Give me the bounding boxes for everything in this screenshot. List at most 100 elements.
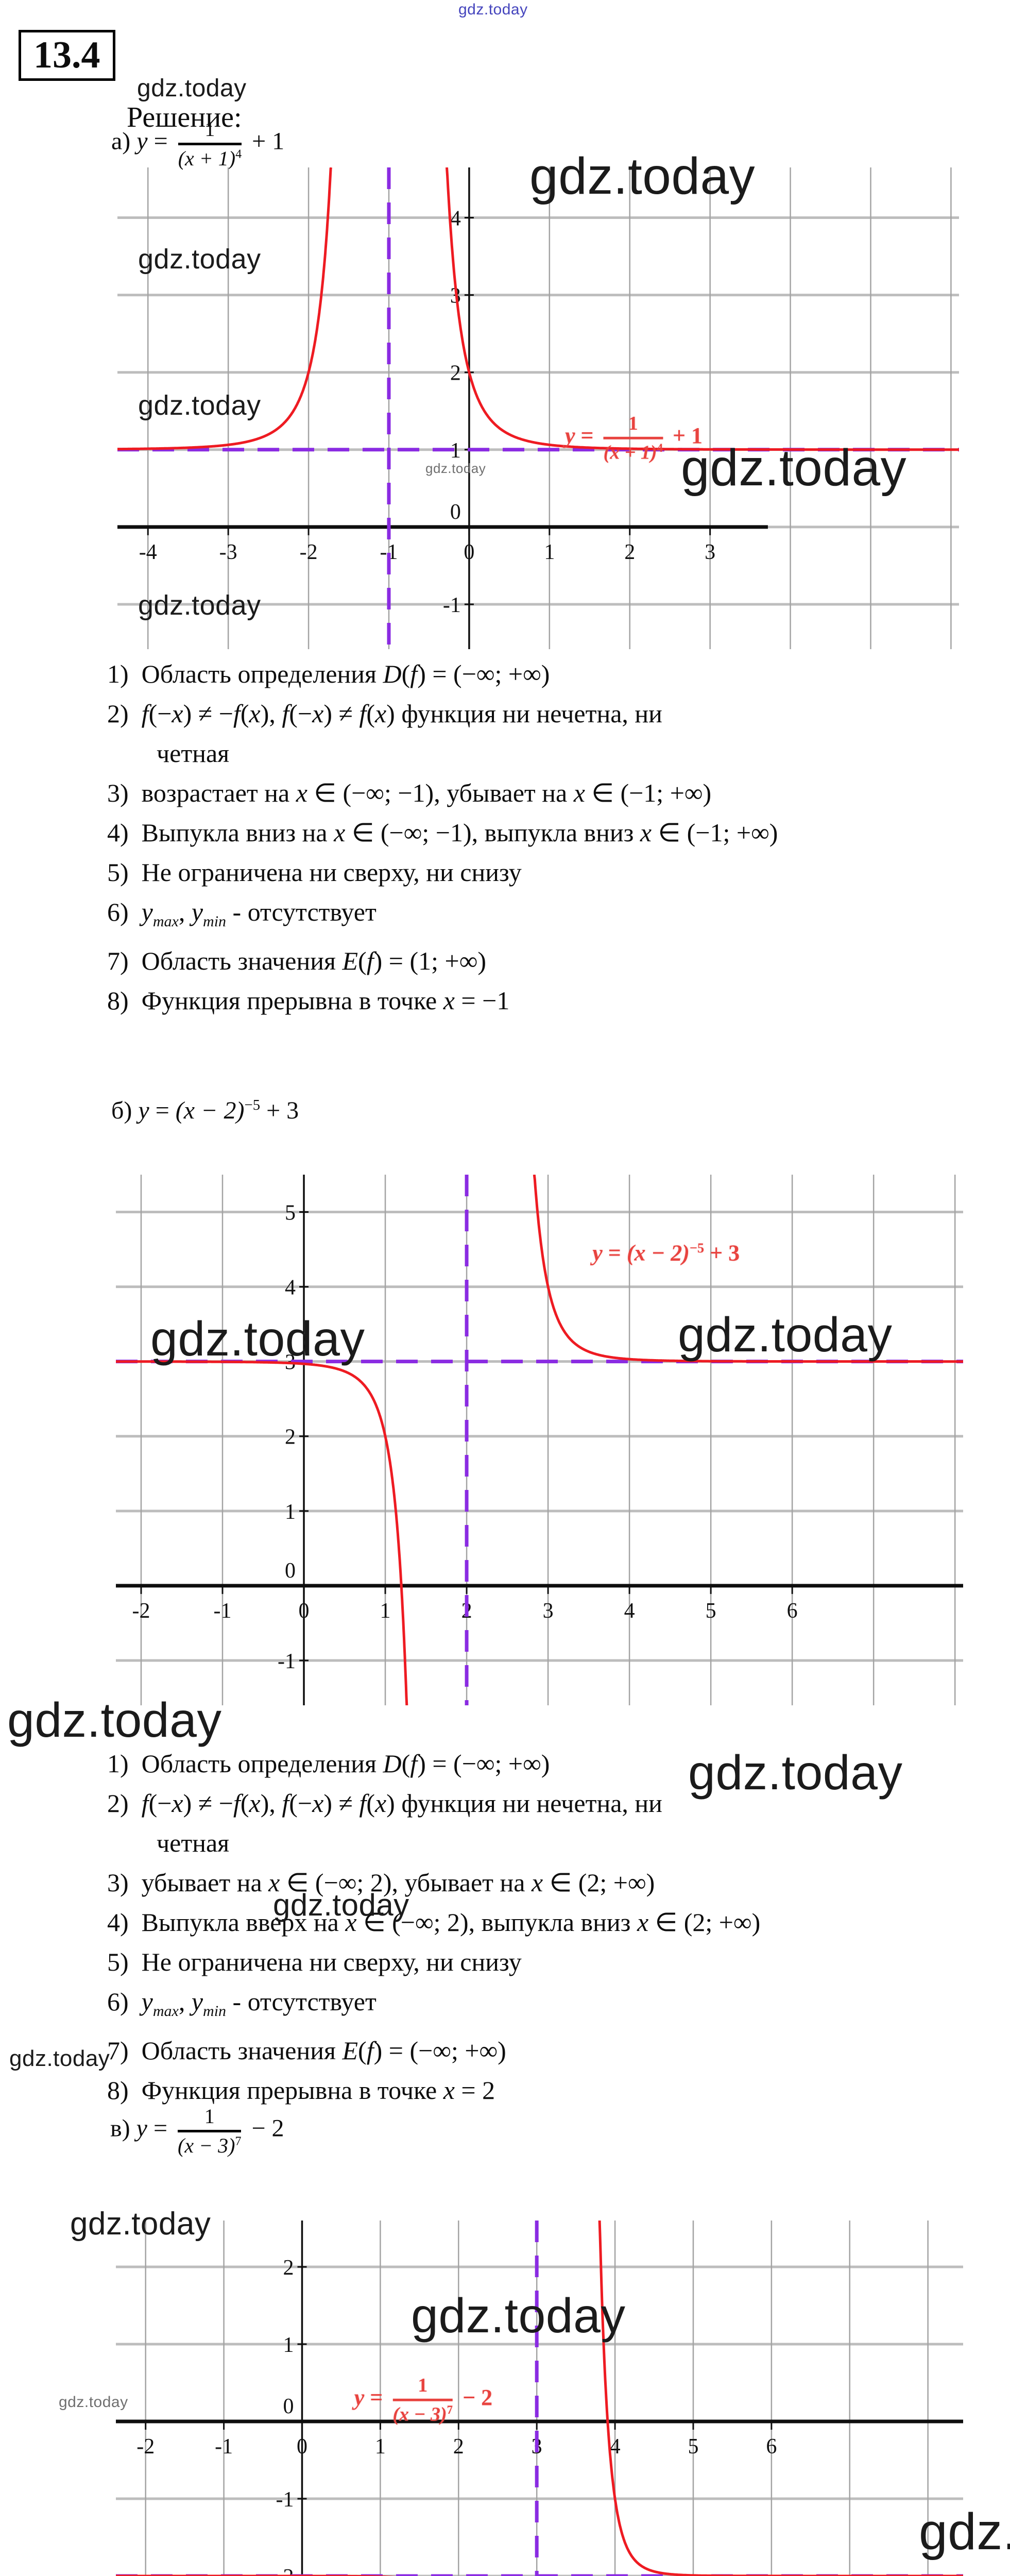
watermark: gdz.today <box>458 1 528 18</box>
fraction: 1 (x + 1)4 <box>603 413 663 464</box>
y-tick-label: 5 <box>285 1201 296 1225</box>
curve-equation-label: y = (x − 2)−5 + 3 <box>592 1240 740 1266</box>
solution-item: 6) ymax, ymin - отсутствует <box>107 1987 376 2020</box>
part-v-heading: в) y = 1 (x − 3)7 − 2 <box>110 2105 284 2157</box>
solution-item: 3) возрастает на x ∈ (−∞; −1), убывает н… <box>107 778 712 807</box>
x-tick-label: 4 <box>610 2435 621 2459</box>
x-tick-label: 6 <box>766 2435 777 2459</box>
watermark: gdz.today <box>138 390 261 421</box>
watermark: gdz.today <box>138 244 261 275</box>
x-tick-label: 4 <box>624 1599 635 1623</box>
x-tick-label: 6 <box>787 1599 798 1623</box>
y-tick-label: 2 <box>285 1426 296 1449</box>
fraction: 1 (x − 3)7 <box>178 2105 242 2157</box>
x-tick-label: -3 <box>219 540 237 564</box>
part-b-items: 1) Область определения D(f) = (−∞; +∞) 2)… <box>107 1744 998 2110</box>
y-tick-label: 4 <box>285 1276 296 1300</box>
x-tick-label: 0 <box>297 2435 307 2459</box>
solution-item: 1) Область определения D(f) = (−∞; +∞) <box>107 1749 550 1778</box>
watermark: gdz.today <box>681 439 907 497</box>
plot-canvas: -2-1012345654321-10 <box>116 1175 963 1705</box>
x-tick-label: 2 <box>453 2435 464 2459</box>
solution-item: 8) Функция прерывна в точке x = 2 <box>107 2076 495 2105</box>
watermark: gdz.today <box>273 1888 409 1922</box>
x-tick-label: -1 <box>215 2435 233 2459</box>
part-a-heading: а) y = 1 (x + 1)4 + 1 <box>111 117 285 170</box>
y-tick-label: 1 <box>450 439 461 463</box>
origin-label: 0 <box>285 1559 296 1583</box>
watermark: gdz.today <box>919 2503 1010 2561</box>
plot-canvas: -2-1012345621-1-2-3-40 <box>116 2221 963 2576</box>
curve-equation-label: y = 1 (x − 3)7 − 2 <box>354 2374 493 2426</box>
x-tick-label: -2 <box>300 540 318 564</box>
solution-item: 7) Область значения E(f) = (−∞; +∞) <box>107 2036 506 2065</box>
watermark: gdz.today <box>7 1693 222 1748</box>
solution-item: 1) Область определения D(f) = (−∞; +∞) <box>107 659 550 688</box>
y-tick-label: 2 <box>450 362 461 385</box>
function-curve <box>117 167 959 451</box>
watermark: gdz.today <box>411 2289 626 2343</box>
watermark: gdz.today <box>150 1312 365 1366</box>
origin-label: 0 <box>450 500 461 524</box>
part-letter: а) <box>111 127 131 155</box>
watermark: gdz.today <box>59 2394 128 2411</box>
part-b-heading: б) y = (x − 2)−5 + 3 <box>111 1097 299 1124</box>
x-tick-label: 1 <box>375 2435 386 2459</box>
solution-item: 2) f(−x) ≠ −f(x), f(−x) ≠ f(x) функция н… <box>107 699 662 728</box>
solution-label: Решение: <box>127 101 242 133</box>
solution-item: 5) Не ограничена ни сверху, ни снизу <box>107 858 522 887</box>
solution-item: четная <box>157 739 230 768</box>
x-tick-label: 0 <box>464 540 474 564</box>
x-tick-label: -2 <box>136 2435 155 2459</box>
solution-item: 5) Не ограничена ни сверху, ни снизу <box>107 1947 522 1976</box>
function-curve <box>116 2221 963 2576</box>
curve-equation-label: y = 1 (x + 1)4 + 1 <box>565 413 703 464</box>
fraction: 1 (x + 1)4 <box>178 117 242 170</box>
y-tick-label: 4 <box>450 207 461 231</box>
y-tick-label: 2 <box>283 2256 294 2280</box>
watermark: gdz.today <box>137 75 247 102</box>
solution-item: 8) Функция прерывна в точке x = −1 <box>107 986 510 1015</box>
y-tick-label: 1 <box>283 2333 294 2357</box>
x-tick-label: -2 <box>132 1599 150 1623</box>
x-tick-label: -4 <box>139 540 157 564</box>
solution-item: 3) убывает на x ∈ (−∞; 2), убывает на x … <box>107 1868 655 1897</box>
solution-item: 4) Выпукла вниз на x ∈ (−∞; −1), выпукла… <box>107 818 778 847</box>
x-tick-label: 5 <box>688 2435 698 2459</box>
x-tick-label: 3 <box>705 540 715 564</box>
y-tick-label: -1 <box>443 594 461 617</box>
y-tick-label: -1 <box>278 1650 296 1673</box>
origin-label: 0 <box>283 2395 294 2418</box>
solution-item: 2) f(−x) ≠ −f(x), f(−x) ≠ f(x) функция н… <box>107 1789 662 1818</box>
y-tick-label: -1 <box>276 2488 294 2512</box>
graph-part-b: -2-1012345654321-10y = (x − 2)−5 + 3 <box>116 1175 963 1705</box>
watermark: gdz.today <box>138 590 261 621</box>
graph-part-v: -2-1012345621-1-2-3-40y = 1(x − 3)7 − 2 <box>116 2221 963 2576</box>
fraction: 1 (x − 3)7 <box>392 2374 453 2426</box>
solution-item: 6) ymax, ymin - отсутствует <box>107 897 376 930</box>
watermark: gdz.today <box>688 1745 903 1800</box>
x-tick-label: 1 <box>380 1599 391 1623</box>
watermark: gdz.today <box>678 1308 893 1362</box>
part-letter: в) <box>110 2114 130 2142</box>
x-tick-label: 1 <box>544 540 555 564</box>
x-tick-label: 3 <box>543 1599 554 1623</box>
y-tick-label: 1 <box>285 1500 296 1524</box>
part-letter: б) <box>111 1097 132 1124</box>
x-tick-label: -1 <box>214 1599 232 1623</box>
watermark: gdz.today <box>70 2206 211 2242</box>
solution-item: четная <box>157 1828 230 1857</box>
watermark: gdz.today <box>9 2046 110 2071</box>
watermark: gdz.today <box>529 147 756 205</box>
graph-part-a: -4 -3 -2 -1 0 1 2 3 4 3 2 1 -1 0 y = 1 (x + 1)4 + 1 <box>117 167 959 649</box>
x-tick-label: 5 <box>706 1599 716 1623</box>
y-tick-label: -2 <box>276 2565 294 2576</box>
problem-number-badge: 13.4 <box>19 30 115 81</box>
watermark: gdz.today <box>425 461 486 476</box>
function-curve <box>116 1175 963 1705</box>
solution-item: 7) Область значения E(f) = (1; +∞) <box>107 946 486 975</box>
solution-item: 4) Выпукла вверх на x ∈ (−∞; 2), выпукла… <box>107 1908 761 1937</box>
x-tick-label: 2 <box>624 540 635 564</box>
